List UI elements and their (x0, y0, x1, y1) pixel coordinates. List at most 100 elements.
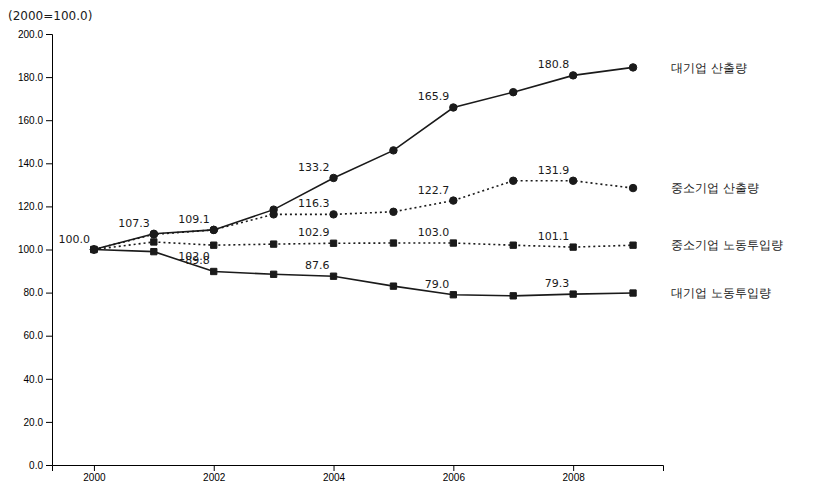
y-tick-label: 140.0 (18, 158, 43, 169)
series-marker (330, 211, 337, 218)
series-marker (211, 268, 217, 274)
series (90, 64, 637, 254)
legend-entry: 중소기업 산출량 (671, 181, 759, 195)
y-tick-mark (46, 293, 52, 294)
series-marker (510, 177, 517, 184)
y-tick-mark (46, 336, 52, 337)
y-tick-label: 180.0 (18, 72, 43, 83)
x-tick: 2002 (203, 465, 226, 483)
y-tick-mark (46, 250, 52, 251)
y-tick-label: 100.0 (18, 244, 43, 255)
y-tick: 120.0 (18, 201, 52, 212)
series-marker (330, 174, 337, 181)
series-marker (270, 271, 276, 277)
series-marker (211, 242, 217, 248)
series-marker (629, 64, 636, 71)
series-marker (450, 197, 457, 204)
series-marker (510, 242, 516, 248)
series (91, 246, 636, 299)
y-tick: 20.0 (24, 417, 52, 428)
chart: 2000 2002 2004 2006 2008 0.0 20.0 40.0 60.0 80.0 1… (0, 0, 813, 497)
x-tick: 2006 (443, 465, 466, 483)
plot: 2000 2002 2004 2006 2008 0.0 20.0 40.0 60.0 80.0 1… (18, 29, 783, 483)
series-marker (390, 147, 397, 154)
y-tick: 80.0 (24, 287, 52, 298)
y-tick: 180.0 (18, 72, 52, 83)
series-marker (569, 177, 576, 184)
x-tick: 2008 (563, 465, 586, 483)
y-tick-mark (46, 206, 52, 207)
series (90, 177, 637, 253)
x-tick-mark (214, 465, 215, 471)
annotation: 79.0 (425, 278, 450, 291)
series-marker (270, 211, 277, 218)
annotation: 131.9 (538, 164, 570, 177)
y-tick-label: 160.0 (18, 115, 43, 126)
y-tick-mark (46, 77, 52, 78)
y-tick: 160.0 (18, 115, 52, 126)
legend-entry: 중소기업 노동투입량 (671, 238, 783, 252)
series-marker (510, 88, 517, 95)
y-tick-label: 60.0 (24, 330, 44, 341)
series-marker (91, 246, 97, 252)
x-axis: 2000 2002 2004 2006 2008 (53, 465, 664, 483)
annotation: 107.3 (118, 217, 150, 230)
series-marker (570, 291, 576, 297)
series-marker (90, 246, 97, 253)
series-marker (629, 184, 636, 191)
x-tick-mark (453, 465, 454, 471)
series-marker (569, 72, 576, 79)
series-marker (570, 244, 576, 250)
y-axis-label: (2000=100.0) (8, 9, 92, 23)
legend-entry: 대기업 노동투입량 (671, 286, 771, 300)
annotation: 133.2 (298, 161, 330, 174)
y-tick-mark (46, 422, 52, 423)
y-tick: 0.0 (29, 460, 52, 471)
y-tick: 100.0 (18, 244, 52, 255)
y-tick-label: 20.0 (24, 417, 44, 428)
series-marker (330, 273, 336, 279)
y-tick-mark (46, 465, 52, 466)
annotations: 100.0107.3109.1133.2165.9180.8102.0116.3… (58, 58, 569, 290)
y-tick-mark (46, 34, 52, 35)
annotation: 165.9 (418, 90, 450, 103)
x-tick-mark (573, 465, 574, 471)
y-tick-label: 40.0 (24, 374, 44, 385)
y-tick-label: 200.0 (18, 29, 43, 40)
annotation: 89.8 (185, 254, 210, 267)
series-marker (210, 226, 217, 233)
annotation: 180.8 (538, 58, 570, 71)
series-marker (270, 241, 276, 247)
annotation: 109.1 (178, 213, 210, 226)
series-marker (90, 246, 97, 253)
x-tick-label: 2000 (83, 472, 106, 483)
series-line (94, 250, 633, 296)
y-tick-label: 0.0 (29, 460, 43, 471)
series-marker (630, 242, 636, 248)
series-group (90, 64, 637, 299)
y-tick: 140.0 (18, 158, 52, 169)
x-tick-label: 2004 (323, 472, 346, 483)
series-marker (390, 240, 396, 246)
series-marker (150, 230, 157, 237)
x-tick-label: 2008 (563, 472, 586, 483)
x-tick-label: 2002 (203, 472, 226, 483)
annotation: 102.9 (298, 226, 330, 239)
x-tick: 2004 (323, 465, 346, 483)
annotation: 122.7 (418, 184, 450, 197)
series-marker (390, 283, 396, 289)
legend: 대기업 산출량중소기업 산출량중소기업 노동투입량대기업 노동투입량 (671, 61, 783, 301)
x-tick-mark (334, 465, 335, 471)
annotation: 87.6 (305, 259, 330, 272)
series-marker (151, 239, 157, 245)
annotation: 100.0 (58, 233, 90, 246)
series-marker (150, 231, 157, 238)
y-axis-line (46, 35, 53, 466)
legend-entry: 대기업 산출량 (671, 61, 747, 75)
annotation: 103.0 (418, 226, 450, 239)
series-marker (390, 208, 397, 215)
x-tick: 2000 (83, 465, 106, 483)
annotation: 101.1 (538, 230, 570, 243)
y-tick: 200.0 (18, 29, 52, 40)
y-tick-label: 120.0 (18, 201, 43, 212)
